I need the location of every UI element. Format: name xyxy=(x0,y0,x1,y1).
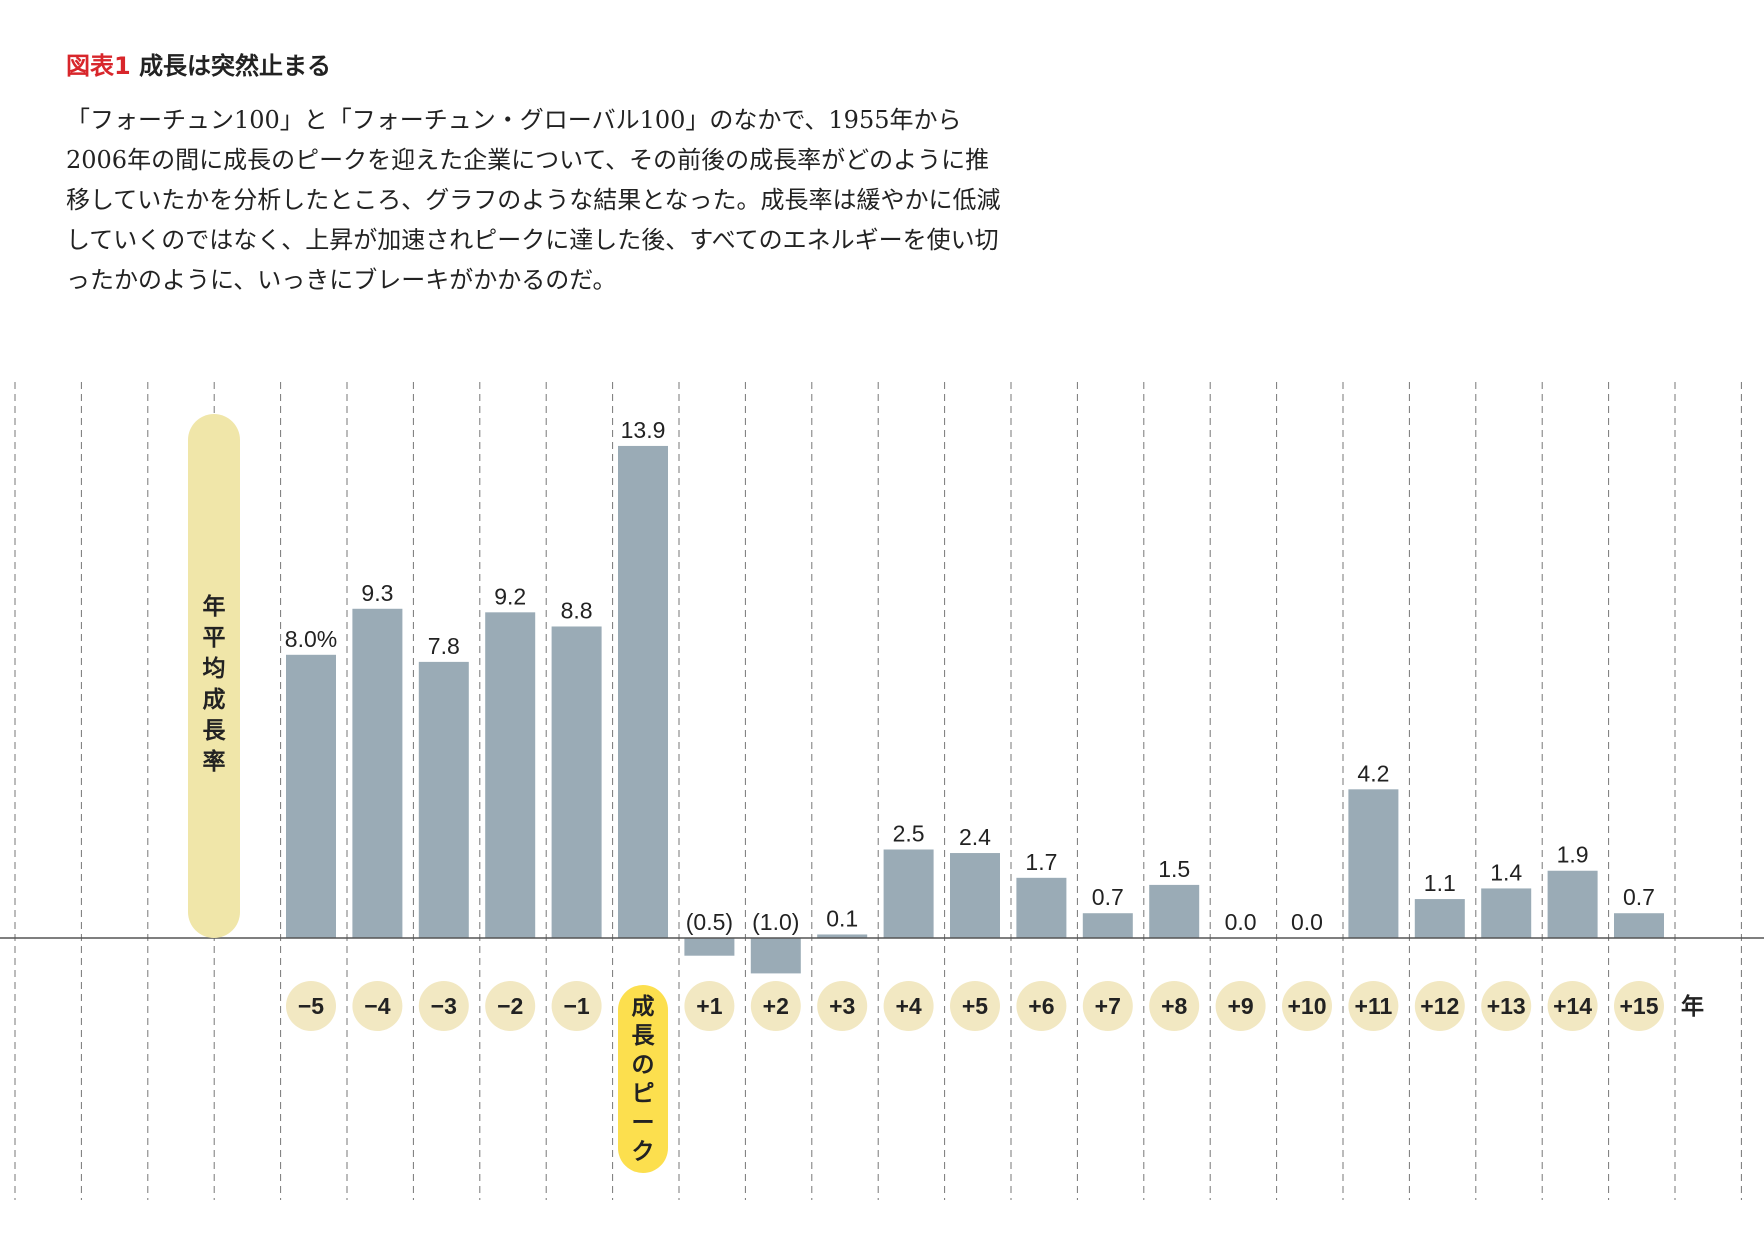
data-label: 1.9 xyxy=(1557,842,1589,868)
bar xyxy=(618,445,668,938)
bar xyxy=(286,654,336,938)
bar xyxy=(684,938,735,956)
bar xyxy=(750,938,801,974)
y-axis-label-group: 年平均成長率 xyxy=(188,414,240,938)
bar xyxy=(1082,913,1133,938)
bar xyxy=(817,934,868,938)
x-tick-pill xyxy=(1282,981,1332,1031)
grid-lines xyxy=(14,382,1742,1200)
y-axis-label: 年平均成長率 xyxy=(203,593,227,775)
x-tick-label: +5 xyxy=(962,993,988,1019)
x-tick-label: +4 xyxy=(895,993,921,1019)
x-tick-label: +8 xyxy=(1161,993,1187,1019)
x-tick-label: −4 xyxy=(364,993,390,1019)
x-tick-label: +6 xyxy=(1028,993,1054,1019)
data-label: 1.1 xyxy=(1424,870,1456,896)
x-tick-label: +15 xyxy=(1619,993,1658,1019)
x-tick-label: +1 xyxy=(696,993,722,1019)
x-tick-label: +14 xyxy=(1553,993,1592,1019)
bar xyxy=(883,849,934,938)
data-label: 1.5 xyxy=(1158,856,1190,882)
x-tick-pill xyxy=(1215,981,1266,1031)
data-label: 8.8 xyxy=(561,597,593,623)
x-axis-labels: −5 −4 −3 −2 −1 成長のピーク +1 +2 +3 +4 +5 +6 +7 +8 +9 +10 +11… xyxy=(286,981,1704,1173)
x-tick-pill xyxy=(950,981,1000,1031)
x-tick-label: +9 xyxy=(1227,993,1253,1019)
data-label: 0.0 xyxy=(1291,909,1323,935)
x-tick-label: −1 xyxy=(563,993,589,1019)
y-axis-label-pill xyxy=(188,414,240,938)
data-label: 0.7 xyxy=(1623,884,1655,910)
bar xyxy=(1481,888,1532,938)
figure-number: 図表1 xyxy=(66,52,131,80)
x-tick-label: +12 xyxy=(1420,993,1459,1019)
data-label: 8.0% xyxy=(285,626,337,652)
bar xyxy=(1149,884,1200,938)
x-tick-pill xyxy=(684,981,735,1031)
x-tick-pill xyxy=(286,981,336,1031)
bar xyxy=(352,608,403,938)
data-label: (1.0) xyxy=(752,909,799,935)
bar xyxy=(1547,870,1598,938)
x-tick-pill xyxy=(551,981,602,1031)
bar xyxy=(1348,789,1399,938)
data-label: 0.1 xyxy=(826,905,858,931)
x-tick-pill xyxy=(1348,981,1399,1031)
x-tick-label: +10 xyxy=(1287,993,1326,1019)
x-tick-pill xyxy=(750,981,801,1031)
bar xyxy=(950,853,1000,938)
data-label: 1.7 xyxy=(1025,849,1057,875)
x-tick-pill xyxy=(1547,981,1598,1031)
x-tick-label: −5 xyxy=(298,993,324,1019)
x-tick-label: +7 xyxy=(1095,993,1121,1019)
data-label: 13.9 xyxy=(621,417,666,443)
data-label: 1.4 xyxy=(1490,859,1522,885)
peak-pill xyxy=(618,985,668,1173)
x-tick-label: +11 xyxy=(1355,993,1393,1019)
data-label: 4.2 xyxy=(1357,760,1389,786)
bar xyxy=(551,626,602,938)
data-label: 0.7 xyxy=(1092,884,1124,910)
x-axis-unit: 年 xyxy=(1681,993,1704,1019)
bars: 8.0% 9.3 7.8 9.2 8.8 13.9 (0.5) (1.0) 0.1 2.5 2.4 1… xyxy=(285,417,1664,974)
bar xyxy=(485,612,536,938)
x-tick-label: +13 xyxy=(1487,993,1526,1019)
data-label: 7.8 xyxy=(428,633,460,659)
x-tick-pill xyxy=(1149,981,1200,1031)
data-label: 9.3 xyxy=(361,580,393,606)
x-tick-pill xyxy=(1082,981,1133,1031)
x-tick-pill xyxy=(485,981,536,1031)
bar-chart: 8.0% 9.3 7.8 9.2 8.8 13.9 (0.5) (1.0) 0.1 2.5 2.4 1… xyxy=(0,382,1764,1200)
bar xyxy=(1016,877,1067,938)
bar xyxy=(418,661,469,938)
x-tick-pill xyxy=(817,981,868,1031)
chart-title: 図表1 成長は突然止まる xyxy=(66,46,331,81)
x-tick-label: −3 xyxy=(431,993,457,1019)
x-tick-pill xyxy=(418,981,469,1031)
x-tick-pill xyxy=(1016,981,1067,1031)
data-label: 2.4 xyxy=(959,824,991,850)
bar xyxy=(1614,913,1664,938)
data-label: 0.0 xyxy=(1225,909,1257,935)
x-tick-label: +3 xyxy=(829,993,855,1019)
data-label: 9.2 xyxy=(494,583,526,609)
chart-description: 「フォーチュン100」と「フォーチュン・グローバル100」のなかで、1955年か… xyxy=(66,106,1001,294)
x-tick-label: +2 xyxy=(763,993,789,1019)
x-tick-pill xyxy=(1414,981,1465,1031)
x-tick-pill xyxy=(1614,981,1664,1031)
x-tick-label: 成長のピーク xyxy=(632,994,656,1165)
x-tick-pill xyxy=(883,981,934,1031)
x-tick-pill xyxy=(1481,981,1532,1031)
data-label: 2.5 xyxy=(893,821,925,847)
figure-title: 成長は突然止まる xyxy=(139,52,332,80)
data-label: (0.5) xyxy=(686,909,733,935)
x-tick-label: −2 xyxy=(497,993,523,1019)
bar xyxy=(1414,899,1465,938)
x-tick-pill xyxy=(352,981,403,1031)
